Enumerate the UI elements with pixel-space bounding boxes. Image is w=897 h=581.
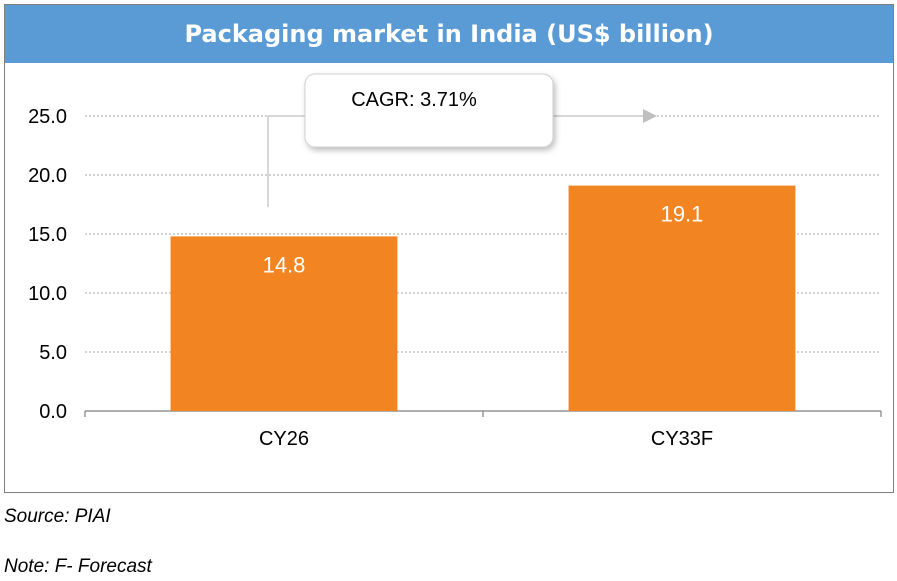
chart-title: Packaging market in India (US$ billion) (5, 5, 893, 63)
cagr-annotation: CAGR: 3.71% (351, 89, 477, 111)
y-tick-label: 20.0 (28, 165, 67, 187)
cagr-arrow-head (643, 109, 657, 123)
chart-plot: 0.0 5.0 10.0 15.0 20.0 25.0 CY26 14.8 CY33F 19.1… (28, 73, 882, 450)
data-label: 14.8 (263, 252, 306, 277)
y-tick-label: 25.0 (28, 106, 67, 128)
y-tick-label: 15.0 (28, 224, 67, 246)
y-tick-label: 0.0 (39, 401, 67, 423)
y-tick-label: 10.0 (28, 283, 67, 305)
data-label: 19.1 (661, 202, 704, 227)
bar-cy26 (170, 236, 398, 411)
forecast-note: Note: F- Forecast (4, 556, 152, 577)
x-tick-label: CY33F (651, 428, 713, 450)
y-tick-label: 5.0 (39, 342, 67, 364)
cagr-callout-box (304, 73, 554, 148)
bar-cy33f (568, 185, 796, 411)
chart-frame: Packaging market in India (US$ billion) … (4, 4, 894, 493)
x-tick-label: CY26 (259, 428, 309, 450)
source-note: Source: PIAI (4, 506, 111, 527)
